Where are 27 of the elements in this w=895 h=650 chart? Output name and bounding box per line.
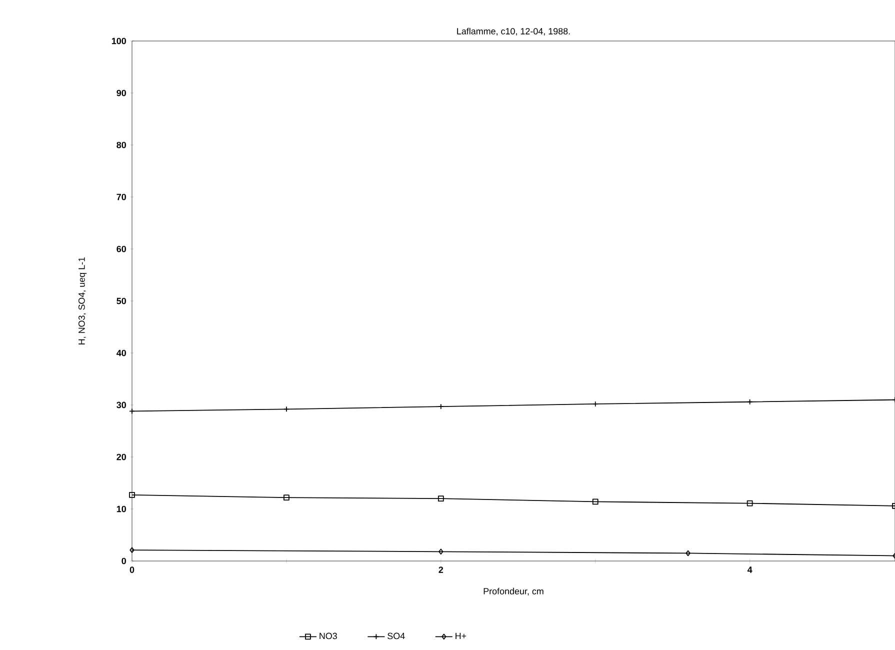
legend-label: SO4 bbox=[388, 632, 405, 640]
point bbox=[592, 498, 598, 505]
y-tick-label: 100 bbox=[112, 38, 126, 44]
point bbox=[438, 496, 444, 502]
point bbox=[746, 500, 753, 506]
point bbox=[284, 494, 290, 500]
x-tick-label: 2 bbox=[438, 566, 444, 573]
y-tick-label: 30 bbox=[116, 402, 126, 408]
y-tick-label: 40 bbox=[116, 350, 126, 356]
y-tick-label: 80 bbox=[116, 142, 126, 148]
y-axis-title: H, NO3, SO4, ueq L-1 bbox=[78, 257, 87, 344]
x-tick-label: 0 bbox=[130, 566, 134, 573]
y-tick-label: 60 bbox=[116, 246, 126, 252]
point bbox=[686, 550, 690, 556]
y-tick-label: 20 bbox=[116, 454, 126, 460]
y-tick-label: 90 bbox=[116, 90, 126, 96]
legend-label: H+ bbox=[456, 632, 466, 639]
y-tick-label: 0 bbox=[122, 558, 126, 564]
x-tick-label: 4 bbox=[747, 566, 752, 573]
point bbox=[438, 548, 444, 555]
point bbox=[129, 492, 135, 498]
y-tick-label: 50 bbox=[116, 298, 126, 304]
chart-title: Laflamme, c10, 12-04, 1988. bbox=[457, 28, 570, 36]
y-tick-label: 10 bbox=[116, 506, 126, 512]
x-axis-title: Profondeur, cm bbox=[484, 588, 544, 596]
legend-label: NO3 bbox=[320, 632, 337, 640]
y-tick-label: 70 bbox=[116, 194, 126, 200]
